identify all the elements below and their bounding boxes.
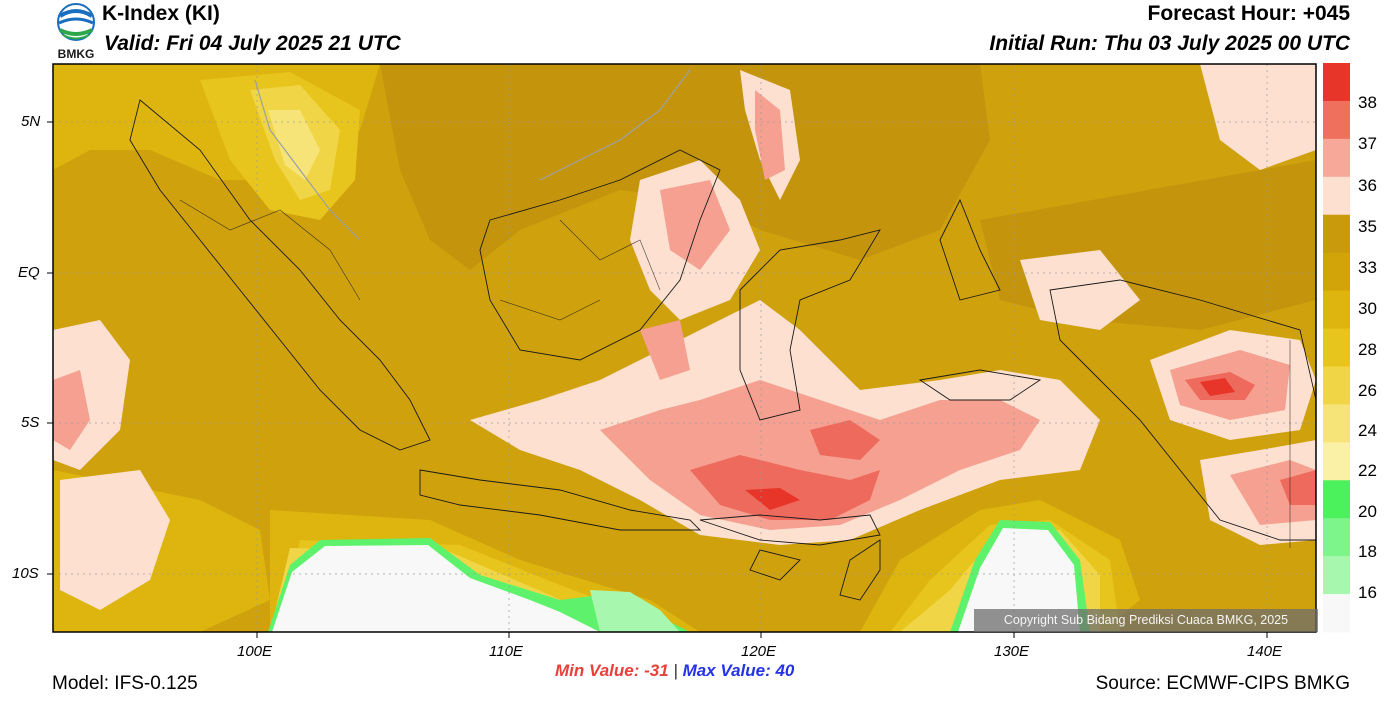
- colorbar-swatch: [1323, 480, 1350, 519]
- colorbar-swatch: [1323, 214, 1350, 254]
- lon-label-140e: 140E: [1247, 643, 1283, 660]
- colorbar-swatch: [1323, 556, 1350, 595]
- initial-run: Initial Run: Thu 03 July 2025 00 UTC: [989, 32, 1350, 55]
- colorbar-swatch: [1323, 290, 1350, 330]
- colorbar-swatch: [1323, 63, 1350, 102]
- logo-text: BMKG: [58, 47, 95, 60]
- map-title: K-Index (KI): [102, 2, 220, 25]
- colorbar-swatch: [1323, 176, 1350, 216]
- colorbar: [1323, 63, 1350, 633]
- colorbar-label: 37: [1358, 134, 1377, 153]
- max-value: Max Value: 40: [682, 661, 795, 680]
- min-max-values: Min Value: -31 | Max Value: 40: [555, 661, 794, 681]
- colorbar-swatch: [1323, 138, 1350, 178]
- colorbar-label: 24: [1358, 421, 1377, 440]
- colorbar-swatch: [1323, 252, 1350, 292]
- lat-label-5s: 5S: [21, 414, 40, 431]
- lon-label-100e: 100E: [237, 643, 273, 660]
- bmkg-logo: BMKG: [52, 2, 100, 61]
- colorbar-swatch: [1323, 518, 1350, 557]
- lat-label-eq: EQ: [18, 264, 40, 281]
- colorbar-label: 16: [1358, 583, 1377, 602]
- forecast-hour: Forecast Hour: +045: [1147, 2, 1351, 25]
- colorbar-label: 22: [1358, 461, 1377, 480]
- colorbar-label: 38: [1358, 93, 1377, 112]
- colorbar-swatch: [1323, 442, 1350, 481]
- colorbar-label: 30: [1358, 299, 1377, 318]
- colorbar-swatch: [1323, 366, 1350, 405]
- colorbar-swatch: [1323, 594, 1350, 633]
- colorbar-label: 35: [1358, 217, 1377, 236]
- valid-time: Valid: Fri 04 July 2025 21 UTC: [104, 32, 401, 55]
- min-value: Min Value: -31: [555, 661, 669, 680]
- lon-label-130e: 130E: [994, 643, 1030, 660]
- value-separator: |: [673, 661, 678, 680]
- lon-label-120e: 120E: [741, 643, 777, 660]
- lat-label-10s: 10S: [12, 565, 39, 582]
- map-field: [53, 64, 1316, 632]
- colorbar-swatch: [1323, 328, 1350, 367]
- colorbar-label: 28: [1358, 340, 1377, 359]
- colorbar-swatch: [1323, 404, 1350, 443]
- colorbar-swatch: [1323, 100, 1350, 140]
- colorbar-label: 26: [1358, 381, 1377, 400]
- source-label: Source: ECMWF-CIPS BMKG: [1095, 673, 1350, 694]
- lat-label-5n: 5N: [21, 113, 41, 130]
- colorbar-label: 18: [1358, 542, 1377, 561]
- colorbar-label: 36: [1358, 176, 1377, 195]
- lon-label-110e: 110E: [489, 643, 523, 660]
- model-label: Model: IFS-0.125: [52, 673, 198, 694]
- map-frame: [52, 63, 1317, 633]
- colorbar-label: 33: [1358, 258, 1377, 277]
- colorbar-label: 20: [1358, 502, 1377, 521]
- copyright-notice: Copyright Sub Bidang Prediksi Cuaca BMKG…: [974, 609, 1318, 632]
